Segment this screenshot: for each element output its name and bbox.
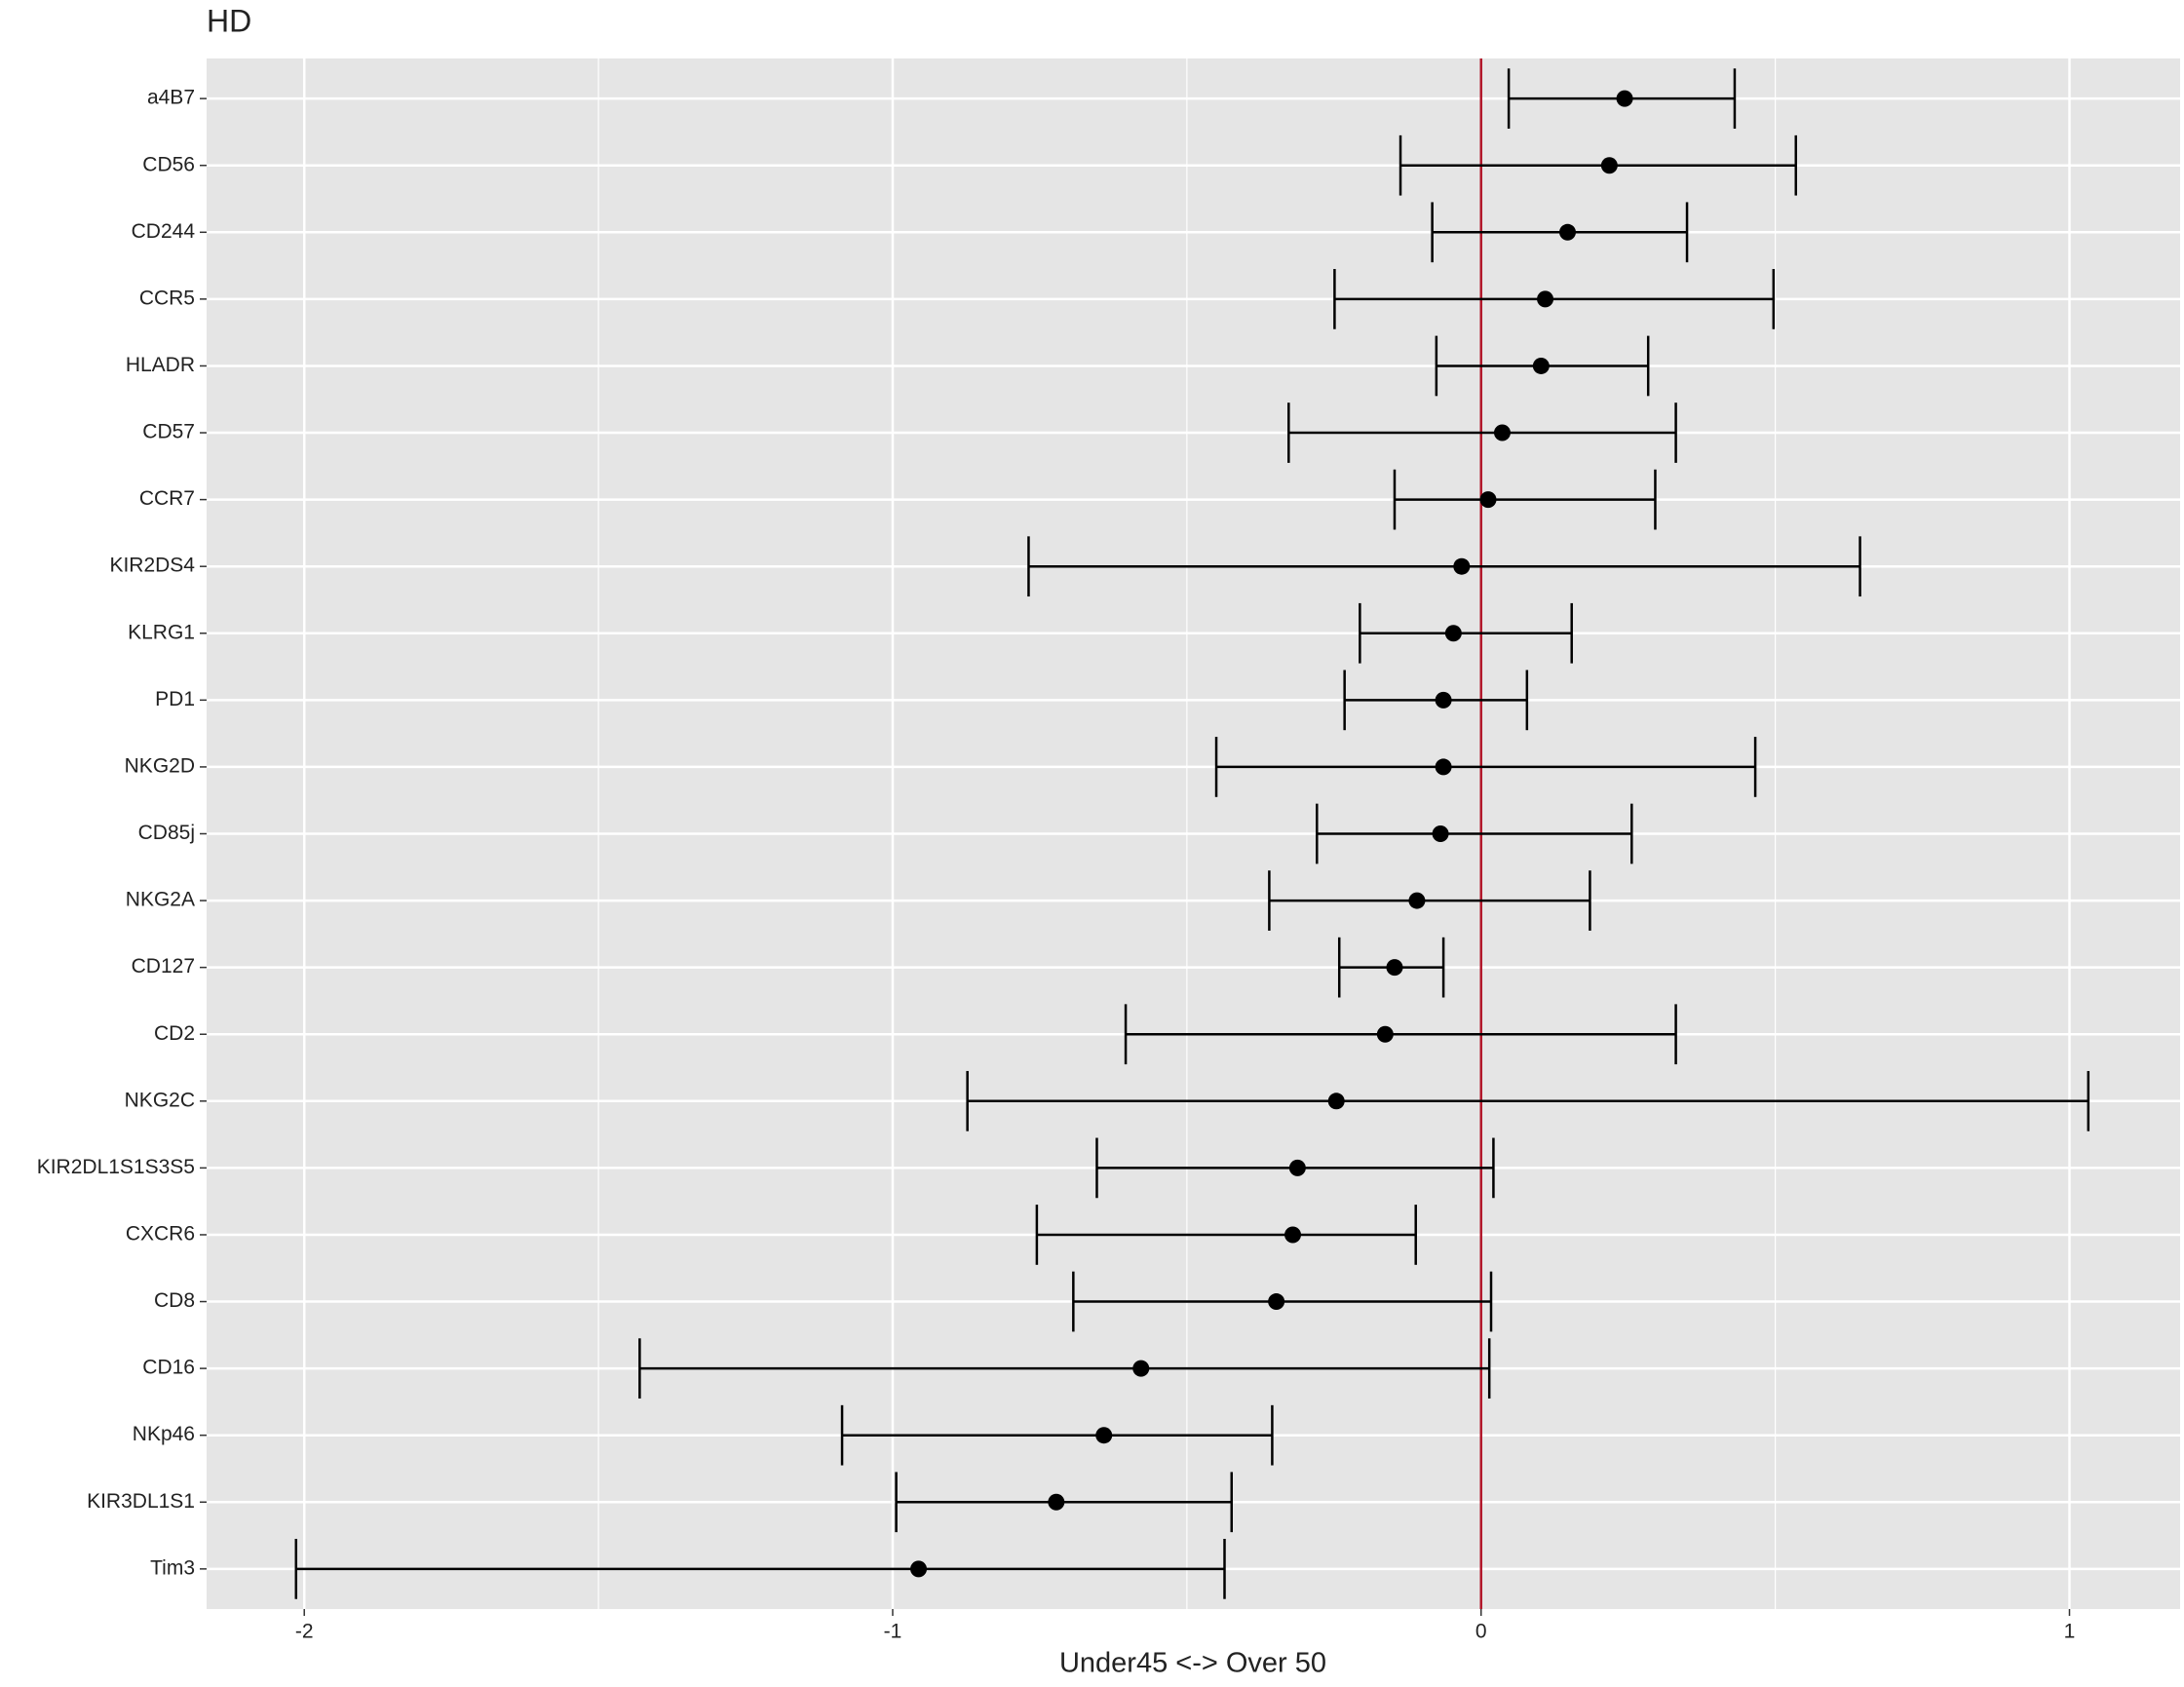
error-bar bbox=[638, 1338, 1491, 1399]
y-tick-label: CCR5 bbox=[139, 287, 195, 309]
error-bar bbox=[1337, 937, 1445, 998]
point bbox=[1432, 825, 1449, 842]
error-bar bbox=[966, 1070, 2090, 1131]
error-bar bbox=[1095, 1137, 1495, 1199]
point bbox=[1376, 1025, 1394, 1043]
y-tick-label: NKp46 bbox=[133, 1423, 195, 1445]
y-tick-label: NKG2C bbox=[125, 1089, 195, 1111]
y-tick-label: KIR3DL1S1 bbox=[87, 1490, 195, 1513]
y-tick-label: CCR7 bbox=[139, 487, 195, 510]
error-bar bbox=[1268, 870, 1591, 931]
y-tick-label: CD57 bbox=[142, 421, 195, 443]
point bbox=[1268, 1293, 1285, 1311]
error-bar bbox=[1027, 536, 1861, 597]
y-tick-label: CD2 bbox=[154, 1022, 195, 1045]
y-tick-label: CD16 bbox=[142, 1357, 195, 1379]
point bbox=[1386, 959, 1403, 977]
y-tick-label: CD8 bbox=[154, 1289, 195, 1312]
error-bar bbox=[1435, 335, 1650, 397]
point bbox=[1616, 90, 1633, 107]
error-bar bbox=[1343, 670, 1529, 731]
point bbox=[1327, 1093, 1345, 1110]
y-tick-label: CD127 bbox=[132, 955, 195, 978]
x-tick-label: -2 bbox=[295, 1621, 314, 1643]
error-bar bbox=[895, 1472, 1233, 1533]
y-tick-label: Tim3 bbox=[150, 1556, 195, 1579]
error-bar bbox=[1431, 202, 1689, 263]
error-bar bbox=[1359, 602, 1573, 664]
y-tick-label: a4B7 bbox=[147, 87, 195, 109]
point bbox=[1600, 157, 1618, 174]
y-tick-label: NKG2A bbox=[126, 889, 195, 911]
point bbox=[1558, 223, 1576, 241]
x-axis-label: Under45 <-> Over 50 bbox=[1059, 1648, 1326, 1679]
x-tick-label: 0 bbox=[1475, 1621, 1487, 1643]
y-tick-label: KIR2DL1S1S3S5 bbox=[37, 1156, 195, 1178]
y-tick-label: CD85j bbox=[138, 822, 195, 844]
y-tick-label: KIR2DS4 bbox=[109, 555, 195, 577]
error-bar bbox=[840, 1404, 1274, 1466]
error-bar bbox=[1072, 1271, 1493, 1332]
point bbox=[1048, 1493, 1065, 1511]
point bbox=[1444, 625, 1462, 642]
point bbox=[910, 1560, 928, 1578]
point bbox=[1537, 290, 1554, 308]
error-bar bbox=[1333, 269, 1776, 329]
y-tick-label: PD1 bbox=[155, 688, 195, 710]
error-bar bbox=[1316, 803, 1633, 864]
error-bar bbox=[1124, 1004, 1677, 1065]
error-bar bbox=[1393, 469, 1657, 530]
point bbox=[1493, 424, 1511, 441]
x-tick-label: 1 bbox=[2064, 1621, 2076, 1643]
y-tick-label: HLADR bbox=[126, 354, 195, 376]
point bbox=[1453, 557, 1471, 575]
point bbox=[1435, 691, 1452, 709]
error-bar bbox=[1399, 134, 1797, 196]
point bbox=[1095, 1427, 1113, 1444]
y-tick-label: CD244 bbox=[132, 220, 196, 243]
point bbox=[1435, 758, 1452, 776]
error-bar bbox=[1507, 68, 1737, 130]
y-tick-label: CD56 bbox=[142, 153, 195, 175]
x-tick-label: -1 bbox=[884, 1621, 902, 1643]
y-tick-label: CXCR6 bbox=[126, 1223, 195, 1246]
y-tick-label: KLRG1 bbox=[128, 621, 195, 643]
point bbox=[1479, 491, 1497, 509]
point bbox=[1408, 892, 1426, 909]
point bbox=[1288, 1159, 1306, 1176]
y-tick-label: NKG2D bbox=[125, 754, 195, 777]
chart-title: HD bbox=[207, 3, 251, 38]
point bbox=[1132, 1360, 1150, 1377]
error-bar bbox=[1035, 1205, 1417, 1265]
error-bar bbox=[1287, 403, 1677, 463]
point bbox=[1532, 357, 1550, 374]
error-bar bbox=[294, 1538, 1226, 1599]
point bbox=[1284, 1226, 1302, 1244]
error-bar bbox=[1214, 737, 1757, 797]
